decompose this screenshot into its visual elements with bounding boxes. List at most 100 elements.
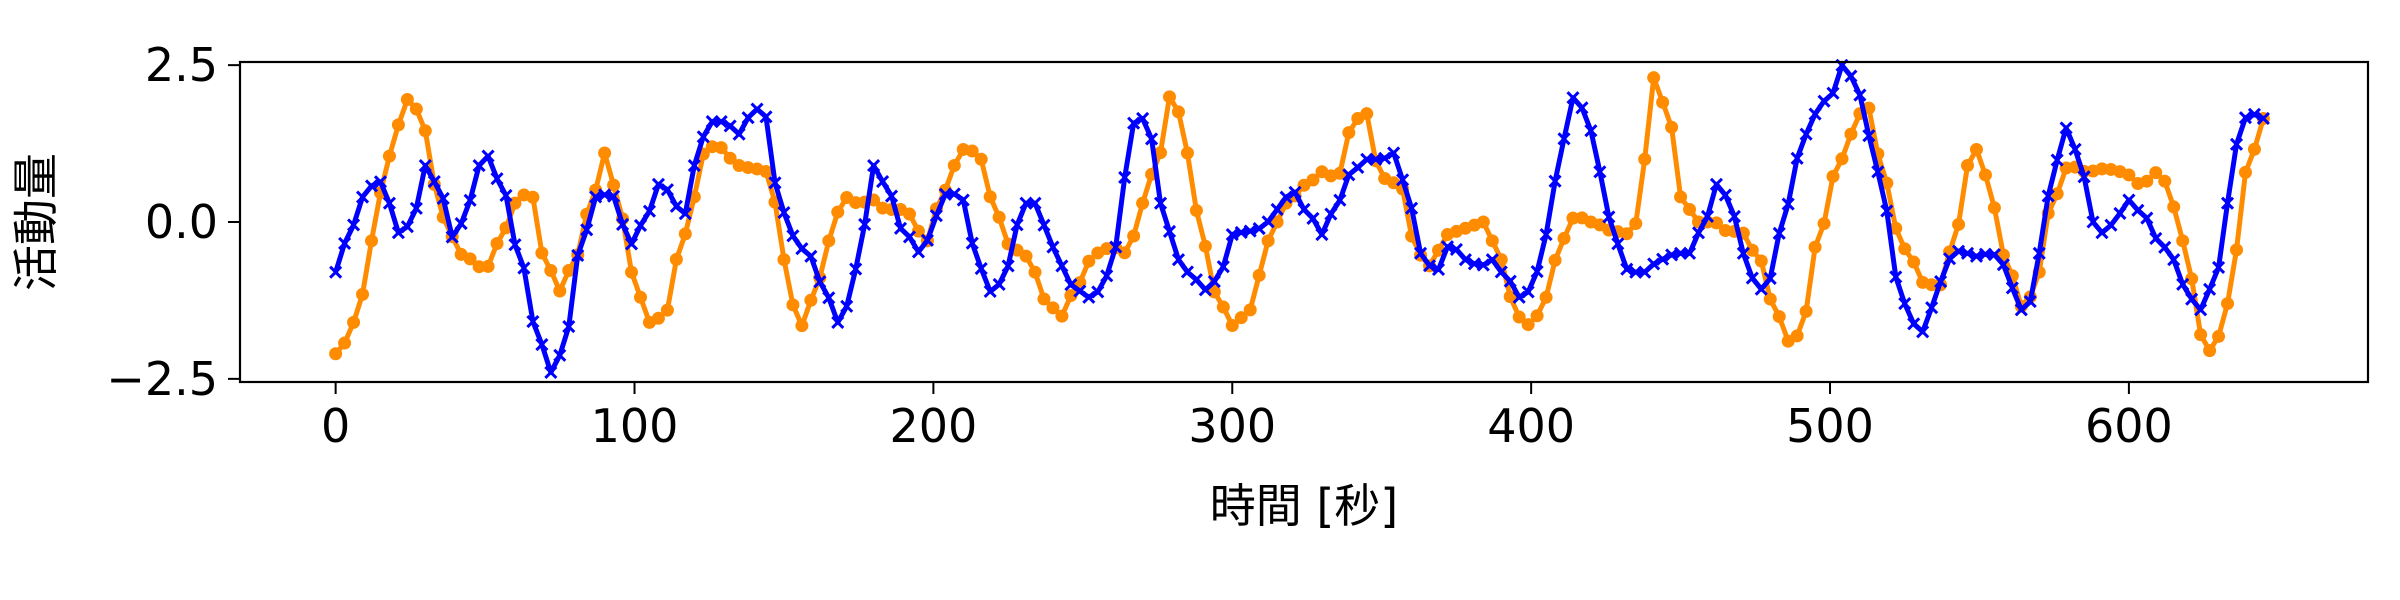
- data-point: [884, 189, 899, 203]
- data-point: [822, 234, 836, 248]
- data-point: [1951, 244, 1966, 258]
- data-point: [1736, 246, 1750, 260]
- data-point: [508, 238, 522, 252]
- data-point: [1665, 120, 1679, 134]
- data-point: [920, 233, 934, 247]
- data-point: [463, 193, 477, 207]
- data-point: [562, 319, 576, 334]
- data-point: [562, 263, 576, 277]
- data-point: [382, 196, 396, 210]
- data-point: [1100, 269, 1114, 283]
- data-point: [1754, 282, 1768, 296]
- data-point: [965, 236, 979, 250]
- data-point: [2194, 328, 2208, 342]
- data-point: [1189, 273, 1203, 287]
- data-point: [687, 158, 701, 173]
- data-point: [956, 193, 970, 207]
- data-point: [1969, 142, 1983, 156]
- data-point: [526, 190, 540, 204]
- data-point: [544, 365, 558, 379]
- data-point: [974, 262, 988, 276]
- data-point: [1709, 216, 1723, 230]
- data-point: [714, 115, 728, 129]
- data-point: [1306, 173, 1320, 187]
- data-point: [1037, 292, 1051, 306]
- data-point: [1808, 107, 1822, 121]
- data-point: [1960, 246, 1975, 260]
- data-point: [1512, 310, 1526, 324]
- data-point: [2023, 295, 2037, 309]
- data-point: [1163, 90, 1177, 104]
- data-point: [490, 237, 504, 251]
- data-point: [1521, 318, 1535, 332]
- data-point: [1898, 297, 1912, 311]
- data-point: [1647, 257, 1661, 271]
- data-point: [329, 347, 343, 361]
- data-point: [876, 175, 890, 189]
- data-point: [1073, 284, 1087, 298]
- data-point: [1136, 196, 1150, 210]
- data-point: [1996, 258, 2010, 272]
- data-point: [974, 152, 988, 166]
- data-point: [1064, 278, 1078, 292]
- data-point: [1082, 290, 1096, 304]
- data-point: [1539, 227, 1553, 242]
- data-point: [2220, 196, 2235, 210]
- x-tick-label: 200: [889, 399, 977, 453]
- data-point: [831, 315, 845, 329]
- data-point: [2005, 281, 2019, 295]
- data-point: [1476, 215, 1490, 229]
- data-point: [723, 151, 737, 165]
- data-point: [571, 248, 585, 263]
- data-point: [1431, 262, 1446, 277]
- data-point: [1261, 234, 1275, 248]
- data-point: [382, 149, 396, 163]
- data-point: [1064, 289, 1078, 303]
- data-point: [642, 204, 657, 218]
- data-point: [1898, 242, 1912, 256]
- y-axis-label: 活動量: [9, 153, 63, 291]
- data-point: [1028, 196, 1042, 210]
- data-point: [1360, 107, 1374, 121]
- data-point: [822, 291, 836, 305]
- series-2: [329, 58, 2270, 379]
- data-point: [1799, 127, 1813, 141]
- data-point: [2122, 168, 2136, 182]
- data-point: [2212, 329, 2226, 343]
- data-point: [1171, 105, 1185, 119]
- data-point: [1216, 300, 1230, 314]
- data-point: [1180, 146, 1194, 160]
- data-point: [1270, 202, 1284, 217]
- data-point: [1575, 101, 1589, 115]
- data-point: [347, 218, 361, 232]
- data-point: [1189, 203, 1203, 217]
- x-tick-label: 500: [1786, 399, 1874, 453]
- data-point: [1234, 311, 1248, 325]
- data-point: [1458, 253, 1472, 267]
- x-axis: 0 100 200 300 400 500 600: [321, 382, 2173, 453]
- data-point: [2167, 253, 2181, 267]
- data-point: [2068, 142, 2082, 156]
- data-point: [409, 201, 423, 215]
- data-point: [1055, 309, 1069, 323]
- data-point: [2140, 211, 2154, 225]
- data-point: [2176, 277, 2190, 291]
- data-point: [481, 259, 495, 273]
- data-point: [1010, 218, 1024, 232]
- data-point: [373, 175, 388, 189]
- data-point: [2211, 260, 2226, 275]
- data-point: [1566, 91, 1580, 105]
- data-point: [1422, 259, 1437, 273]
- data-point: [1405, 201, 1419, 215]
- data-point: [1808, 240, 1822, 254]
- data-point: [651, 311, 665, 325]
- data-point: [1261, 215, 1275, 229]
- data-point: [1378, 151, 1392, 165]
- data-point: [1745, 271, 1759, 285]
- data-point: [669, 252, 683, 266]
- data-point: [1557, 231, 1571, 245]
- data-point: [911, 224, 925, 238]
- data-point: [1494, 253, 1508, 267]
- data-point: [2203, 344, 2217, 358]
- data-point: [2238, 111, 2253, 125]
